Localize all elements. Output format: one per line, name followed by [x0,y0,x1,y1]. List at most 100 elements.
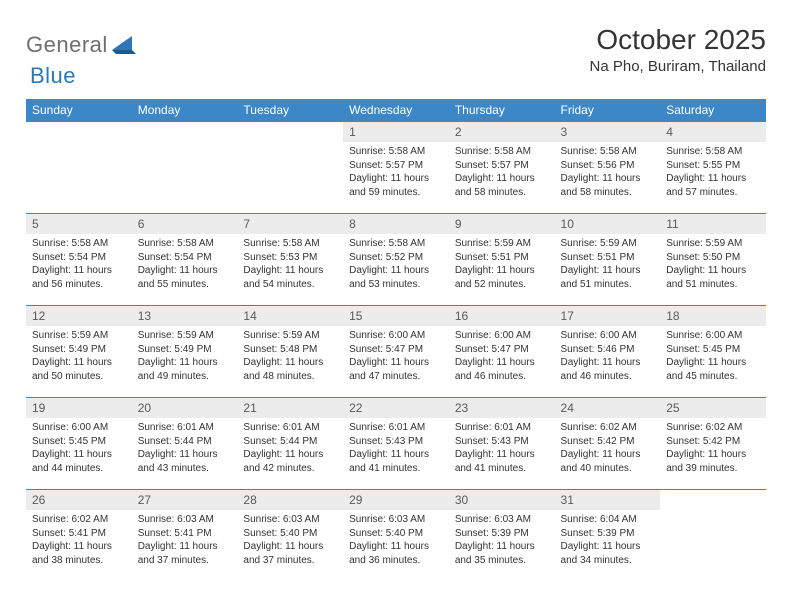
calendar-page: General October 2025 Na Pho, Buriram, Th… [0,0,792,606]
sunset-line: Sunset: 5:46 PM [561,343,655,357]
daylight-line: Daylight: 11 hours and 51 minutes. [561,264,655,291]
day-details: Sunrise: 6:00 AMSunset: 5:47 PMDaylight:… [343,326,449,387]
day-number: 21 [237,398,343,418]
sunrise-line: Sunrise: 5:59 AM [138,329,232,343]
day-number: 1 [343,122,449,142]
brand-logo: General [26,32,138,58]
brand-name-b: Blue [30,63,76,88]
sunrise-line: Sunrise: 6:00 AM [455,329,549,343]
sunrise-line: Sunrise: 5:58 AM [349,237,443,251]
daylight-line: Daylight: 11 hours and 53 minutes. [349,264,443,291]
day-details: Sunrise: 6:03 AMSunset: 5:40 PMDaylight:… [237,510,343,571]
day-details: Sunrise: 5:58 AMSunset: 5:54 PMDaylight:… [132,234,238,295]
weekday-header: Monday [132,99,238,122]
calendar-day-cell: 9Sunrise: 5:59 AMSunset: 5:51 PMDaylight… [449,214,555,306]
calendar-day-cell: 22Sunrise: 6:01 AMSunset: 5:43 PMDayligh… [343,398,449,490]
calendar-day-cell: 13Sunrise: 5:59 AMSunset: 5:49 PMDayligh… [132,306,238,398]
calendar-day-cell: 10Sunrise: 5:59 AMSunset: 5:51 PMDayligh… [555,214,661,306]
day-details: Sunrise: 5:59 AMSunset: 5:51 PMDaylight:… [555,234,661,295]
weekday-header: Friday [555,99,661,122]
daylight-line: Daylight: 11 hours and 45 minutes. [666,356,760,383]
daylight-line: Daylight: 11 hours and 41 minutes. [349,448,443,475]
calendar-day-cell [132,122,238,214]
sunset-line: Sunset: 5:43 PM [349,435,443,449]
calendar-day-cell: 21Sunrise: 6:01 AMSunset: 5:44 PMDayligh… [237,398,343,490]
day-number: 19 [26,398,132,418]
day-number: 18 [660,306,766,326]
daylight-line: Daylight: 11 hours and 41 minutes. [455,448,549,475]
sunrise-line: Sunrise: 6:02 AM [561,421,655,435]
day-number: 11 [660,214,766,234]
sunrise-line: Sunrise: 6:04 AM [561,513,655,527]
calendar-day-cell [660,490,766,582]
day-number: 4 [660,122,766,142]
calendar-day-cell: 6Sunrise: 5:58 AMSunset: 5:54 PMDaylight… [132,214,238,306]
sunset-line: Sunset: 5:52 PM [349,251,443,265]
daylight-line: Daylight: 11 hours and 34 minutes. [561,540,655,567]
calendar-day-cell: 26Sunrise: 6:02 AMSunset: 5:41 PMDayligh… [26,490,132,582]
day-number: 6 [132,214,238,234]
calendar-day-cell: 31Sunrise: 6:04 AMSunset: 5:39 PMDayligh… [555,490,661,582]
calendar-week-row: 1Sunrise: 5:58 AMSunset: 5:57 PMDaylight… [26,122,766,214]
daylight-line: Daylight: 11 hours and 58 minutes. [455,172,549,199]
daylight-line: Daylight: 11 hours and 39 minutes. [666,448,760,475]
sunset-line: Sunset: 5:45 PM [32,435,126,449]
daylight-line: Daylight: 11 hours and 58 minutes. [561,172,655,199]
sunset-line: Sunset: 5:44 PM [138,435,232,449]
calendar-day-cell: 4 Sunrise: 5:58 AMSunset: 5:55 PMDaylight… [660,122,766,214]
sunset-line: Sunset: 5:51 PM [455,251,549,265]
calendar-day-cell: 23Sunrise: 6:01 AMSunset: 5:43 PMDayligh… [449,398,555,490]
sunrise-line: Sunrise: 6:00 AM [349,329,443,343]
calendar-day-cell: 15Sunrise: 6:00 AMSunset: 5:47 PMDayligh… [343,306,449,398]
sunset-line: Sunset: 5:42 PM [666,435,760,449]
day-details: Sunrise: 6:02 AMSunset: 5:42 PMDaylight:… [555,418,661,479]
sunset-line: Sunset: 5:40 PM [349,527,443,541]
sunset-line: Sunset: 5:53 PM [243,251,337,265]
daylight-line: Daylight: 11 hours and 42 minutes. [243,448,337,475]
sunrise-line: Sunrise: 5:58 AM [138,237,232,251]
weekday-header: Sunday [26,99,132,122]
sunset-line: Sunset: 5:47 PM [455,343,549,357]
sunset-line: Sunset: 5:41 PM [138,527,232,541]
calendar-day-cell: 12Sunrise: 5:59 AMSunset: 5:49 PMDayligh… [26,306,132,398]
calendar-week-row: 12Sunrise: 5:59 AMSunset: 5:49 PMDayligh… [26,306,766,398]
sunset-line: Sunset: 5:42 PM [561,435,655,449]
sunset-line: Sunset: 5:45 PM [666,343,760,357]
day-number: 28 [237,490,343,510]
calendar-day-cell: 24Sunrise: 6:02 AMSunset: 5:42 PMDayligh… [555,398,661,490]
day-details: Sunrise: 5:58 AMSunset: 5:54 PMDaylight:… [26,234,132,295]
weekday-header: Tuesday [237,99,343,122]
daylight-line: Daylight: 11 hours and 44 minutes. [32,448,126,475]
sunrise-line: Sunrise: 5:59 AM [455,237,549,251]
day-number: 30 [449,490,555,510]
daylight-line: Daylight: 11 hours and 57 minutes. [666,172,760,199]
sunset-line: Sunset: 5:57 PM [349,159,443,173]
calendar-table: Sunday Monday Tuesday Wednesday Thursday… [26,99,766,582]
sunset-line: Sunset: 5:43 PM [455,435,549,449]
day-details: Sunrise: 6:01 AMSunset: 5:43 PMDaylight:… [343,418,449,479]
calendar-day-cell: 30Sunrise: 6:03 AMSunset: 5:39 PMDayligh… [449,490,555,582]
day-details: Sunrise: 5:58 AMSunset: 5:52 PMDaylight:… [343,234,449,295]
day-number: 9 [449,214,555,234]
brand-name-a: General [26,32,108,58]
sunset-line: Sunset: 5:41 PM [32,527,126,541]
sunrise-line: Sunrise: 6:00 AM [666,329,760,343]
daylight-line: Daylight: 11 hours and 49 minutes. [138,356,232,383]
day-number: 15 [343,306,449,326]
calendar-day-cell: 8Sunrise: 5:58 AMSunset: 5:52 PMDaylight… [343,214,449,306]
sunset-line: Sunset: 5:55 PM [666,159,760,173]
weekday-row: Sunday Monday Tuesday Wednesday Thursday… [26,99,766,122]
daylight-line: Daylight: 11 hours and 46 minutes. [455,356,549,383]
calendar-day-cell: 16Sunrise: 6:00 AMSunset: 5:47 PMDayligh… [449,306,555,398]
sunrise-line: Sunrise: 6:00 AM [32,421,126,435]
day-details: Sunrise: 5:59 AMSunset: 5:51 PMDaylight:… [449,234,555,295]
day-details: Sunrise: 5:58 AMSunset: 5:57 PMDaylight:… [449,142,555,203]
sunrise-line: Sunrise: 5:58 AM [666,145,760,159]
sunset-line: Sunset: 5:40 PM [243,527,337,541]
day-number: 13 [132,306,238,326]
daylight-line: Daylight: 11 hours and 48 minutes. [243,356,337,383]
day-number: 31 [555,490,661,510]
calendar-day-cell [237,122,343,214]
day-details: Sunrise: 6:04 AMSunset: 5:39 PMDaylight:… [555,510,661,571]
sunset-line: Sunset: 5:39 PM [455,527,549,541]
